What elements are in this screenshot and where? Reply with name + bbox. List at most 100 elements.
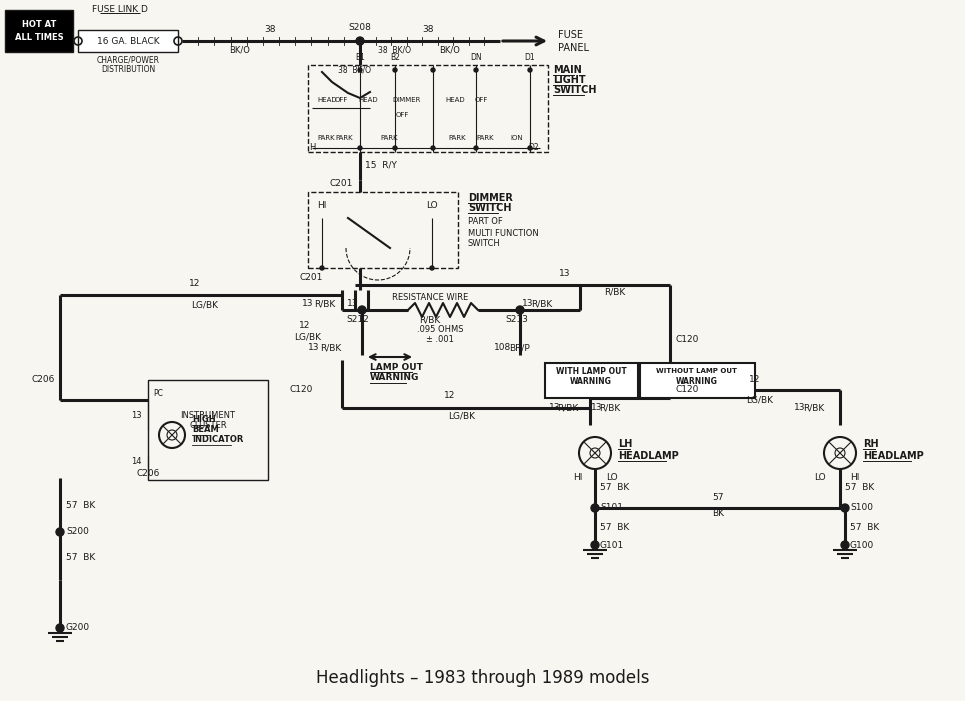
Circle shape [356, 37, 364, 45]
Text: C120: C120 [290, 386, 314, 395]
Text: S200: S200 [66, 527, 89, 536]
Text: 57: 57 [712, 494, 724, 503]
Text: 13: 13 [592, 404, 603, 412]
Text: 38: 38 [423, 25, 433, 34]
Text: SWITCH: SWITCH [553, 85, 596, 95]
Circle shape [358, 146, 362, 150]
Text: 57  BK: 57 BK [600, 524, 629, 533]
Text: LO: LO [427, 200, 438, 210]
Text: R/BK: R/BK [599, 404, 620, 412]
Circle shape [474, 146, 478, 150]
Text: 14: 14 [131, 458, 142, 466]
Circle shape [431, 68, 435, 72]
Bar [5, 10, 73, 52]
Text: 12: 12 [749, 376, 760, 385]
Text: C120: C120 [675, 336, 699, 344]
Text: S100: S100 [850, 503, 873, 512]
Text: R/BK: R/BK [604, 287, 625, 297]
Text: HEAD: HEAD [445, 97, 464, 103]
Bar [545, 363, 638, 398]
Text: PART OF: PART OF [468, 217, 503, 226]
Text: LG/BK: LG/BK [449, 411, 476, 421]
Text: S101: S101 [600, 503, 623, 512]
Text: C120: C120 [675, 386, 699, 395]
Text: C206: C206 [32, 376, 55, 385]
Text: D2: D2 [529, 144, 539, 153]
Text: BK: BK [712, 508, 724, 517]
Text: PARK: PARK [335, 135, 352, 141]
Bar [78, 30, 178, 52]
Text: HEAD: HEAD [358, 97, 377, 103]
Bar [308, 192, 458, 268]
Text: .095 OHMS: .095 OHMS [417, 325, 463, 334]
Text: S208: S208 [348, 24, 372, 32]
Circle shape [474, 68, 478, 72]
Text: 108: 108 [494, 343, 511, 353]
Text: 16 GA. BLACK: 16 GA. BLACK [96, 36, 159, 46]
Text: G100: G100 [850, 540, 874, 550]
Text: HOT AT
ALL TIMES: HOT AT ALL TIMES [14, 20, 64, 42]
Circle shape [528, 146, 532, 150]
Text: C201: C201 [330, 179, 353, 187]
Text: LG/BK: LG/BK [747, 395, 774, 404]
Text: PARK: PARK [380, 135, 398, 141]
Text: CLUSTER: CLUSTER [189, 421, 227, 430]
Text: WITHOUT LAMP OUT: WITHOUT LAMP OUT [656, 368, 737, 374]
Text: BK/O: BK/O [230, 46, 251, 55]
Text: R/BK: R/BK [558, 404, 579, 412]
Circle shape [528, 68, 532, 72]
Text: S213: S213 [506, 315, 529, 325]
Text: R/BK: R/BK [320, 343, 342, 353]
Text: OFF: OFF [396, 112, 409, 118]
Text: C206: C206 [136, 468, 159, 477]
Text: FUSE: FUSE [558, 30, 583, 40]
Text: D1: D1 [525, 53, 536, 62]
Circle shape [516, 306, 524, 314]
Text: HEAD: HEAD [317, 97, 337, 103]
Text: LG/BK: LG/BK [191, 301, 218, 310]
Text: R/BK: R/BK [804, 404, 825, 412]
Text: 13: 13 [347, 299, 359, 308]
Circle shape [56, 528, 64, 536]
Text: LG/BK: LG/BK [294, 332, 321, 341]
Text: R/BK: R/BK [532, 299, 553, 308]
Bar [308, 65, 548, 152]
Text: WARNING: WARNING [370, 374, 420, 383]
Circle shape [841, 504, 849, 512]
Text: 13: 13 [549, 404, 561, 412]
Text: HI: HI [573, 473, 583, 482]
Text: HIGH: HIGH [192, 416, 215, 425]
Text: S212: S212 [346, 315, 370, 325]
Text: HI: HI [317, 200, 327, 210]
Text: HEADLAMP: HEADLAMP [863, 451, 924, 461]
Text: INSTRUMENT: INSTRUMENT [180, 411, 235, 419]
Text: 38: 38 [264, 25, 276, 34]
Text: RH: RH [863, 439, 878, 449]
Text: PARK: PARK [448, 135, 466, 141]
Text: H: H [309, 144, 316, 153]
Text: 12: 12 [444, 391, 455, 400]
Text: DN: DN [470, 53, 482, 62]
Circle shape [358, 306, 366, 314]
Text: LIGHT: LIGHT [553, 75, 586, 85]
Text: LO: LO [814, 473, 826, 482]
Text: 57  BK: 57 BK [66, 501, 96, 510]
Bar [148, 380, 268, 480]
Text: PARK: PARK [476, 135, 494, 141]
Text: SWITCH: SWITCH [468, 240, 501, 248]
Text: 12: 12 [189, 278, 201, 287]
Text: 12: 12 [299, 320, 311, 329]
Circle shape [591, 504, 599, 512]
Text: BR/P: BR/P [510, 343, 531, 353]
Text: OFF: OFF [335, 97, 348, 103]
Text: WARNING: WARNING [570, 378, 612, 386]
Text: DIMMER: DIMMER [392, 97, 421, 103]
Circle shape [393, 146, 397, 150]
Bar [640, 363, 755, 398]
Text: RESISTANCE WIRE: RESISTANCE WIRE [392, 292, 468, 301]
Text: PC: PC [153, 388, 163, 397]
Circle shape [393, 68, 397, 72]
Text: R/BK: R/BK [315, 299, 336, 308]
Text: ION: ION [510, 135, 523, 141]
Text: ± .001: ± .001 [427, 336, 454, 344]
